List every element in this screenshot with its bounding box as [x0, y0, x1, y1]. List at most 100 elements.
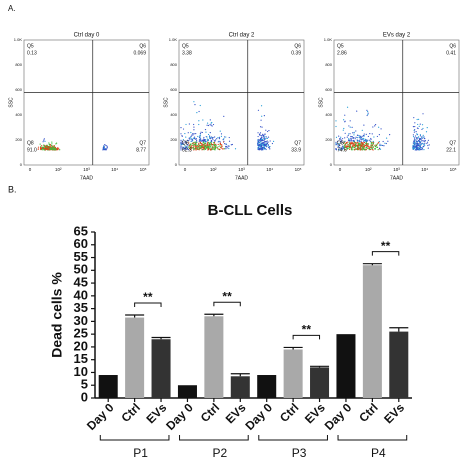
y-tick-label: 400	[170, 112, 177, 117]
cell-dot	[260, 149, 263, 151]
cell-dot	[257, 144, 259, 147]
cell-dot	[196, 112, 198, 114]
cell-dot	[422, 136, 425, 138]
cell-dot	[105, 149, 107, 151]
cell-dot	[180, 143, 182, 145]
cell-dot	[344, 132, 346, 134]
cell-dot	[184, 141, 186, 143]
cell-dot	[417, 137, 419, 139]
cell-dot	[357, 134, 359, 136]
cell-dot	[195, 143, 197, 145]
cell-dot	[267, 136, 270, 138]
cell-dot	[365, 141, 367, 143]
cell-dot	[211, 125, 213, 127]
cell-dot	[195, 149, 197, 151]
cell-dot	[365, 140, 367, 142]
quadrant-value: 91.0	[27, 147, 37, 153]
cell-dot	[197, 135, 199, 138]
cell-dot	[352, 149, 354, 151]
cell-dot	[262, 139, 264, 141]
cell-dot	[352, 132, 354, 134]
cell-dot	[367, 112, 369, 114]
cell-dot	[356, 139, 358, 141]
cell-dot	[223, 148, 226, 150]
cell-dot	[190, 143, 192, 145]
group-bracket	[337, 435, 408, 441]
cell-dot	[106, 146, 108, 149]
cell-dot	[382, 140, 384, 143]
cell-dot	[216, 146, 218, 148]
cell-dot	[211, 137, 213, 139]
cell-dot	[416, 141, 418, 143]
cell-dot	[104, 147, 106, 150]
cell-dot	[384, 142, 386, 144]
x-tick-label: 0	[339, 167, 342, 172]
cell-dot	[213, 140, 215, 142]
cell-dot	[363, 140, 365, 142]
x-tick-label: 10⁵	[140, 167, 147, 172]
cell-dot	[264, 138, 266, 140]
cell-dot	[379, 143, 381, 145]
cell-dot	[258, 144, 260, 146]
bar	[257, 375, 277, 398]
cell-dot	[357, 147, 359, 149]
cell-dot	[215, 143, 217, 145]
cell-dot	[206, 144, 208, 146]
cell-dot	[265, 145, 267, 147]
panel-label: A.	[8, 4, 16, 13]
cell-dot	[43, 139, 45, 141]
cell-dot	[192, 142, 194, 144]
cell-dot	[376, 135, 378, 138]
cell-dot	[363, 142, 365, 144]
cell-dot	[43, 148, 45, 150]
cell-dot	[260, 105, 263, 107]
cell-dot	[206, 138, 208, 140]
cell-dot	[201, 131, 204, 134]
cell-dot	[423, 140, 426, 142]
cell-dot	[335, 148, 337, 150]
cell-dot	[348, 138, 350, 140]
cell-dot	[208, 146, 210, 148]
x-axis-label: 7AAD	[80, 175, 93, 181]
cell-dot	[218, 145, 220, 148]
cell-dot	[345, 142, 348, 144]
cell-dot	[367, 143, 369, 145]
cell-dot	[103, 145, 105, 148]
cell-dot	[355, 148, 358, 150]
cell-dot	[195, 148, 197, 150]
cell-dot	[220, 146, 222, 149]
cell-dot	[207, 124, 210, 127]
cell-dot	[207, 133, 210, 136]
cell-dot	[211, 147, 213, 149]
cell-dot	[192, 146, 195, 148]
x-tick-label: Ctrl	[198, 400, 223, 425]
cell-dot	[187, 139, 189, 141]
cell-dot	[341, 140, 343, 142]
cell-dot	[50, 144, 53, 146]
panel-label: B.	[8, 184, 17, 194]
cell-dot	[353, 131, 355, 133]
cell-dot	[46, 145, 49, 148]
cell-dot	[200, 147, 202, 149]
y-axis-label: SSC	[8, 97, 14, 108]
cell-dot	[414, 129, 416, 131]
cell-dot	[347, 148, 349, 150]
cell-dot	[190, 131, 192, 134]
cell-dot	[415, 140, 417, 142]
cell-dot	[51, 148, 53, 150]
cell-dot	[40, 148, 42, 150]
cell-dot	[204, 141, 206, 143]
group-bracket	[179, 435, 249, 441]
cell-dot	[191, 134, 193, 136]
cell-dot	[263, 147, 265, 150]
cell-dot	[47, 148, 49, 150]
quadrant-name: Q5	[27, 43, 34, 49]
cell-dot	[261, 139, 263, 142]
cell-dot	[360, 135, 362, 137]
cell-dot	[201, 146, 203, 148]
cell-dot	[180, 139, 182, 141]
cell-dot	[348, 146, 350, 148]
x-tick-label: Ctrl	[356, 400, 381, 425]
cell-dot	[340, 148, 342, 150]
